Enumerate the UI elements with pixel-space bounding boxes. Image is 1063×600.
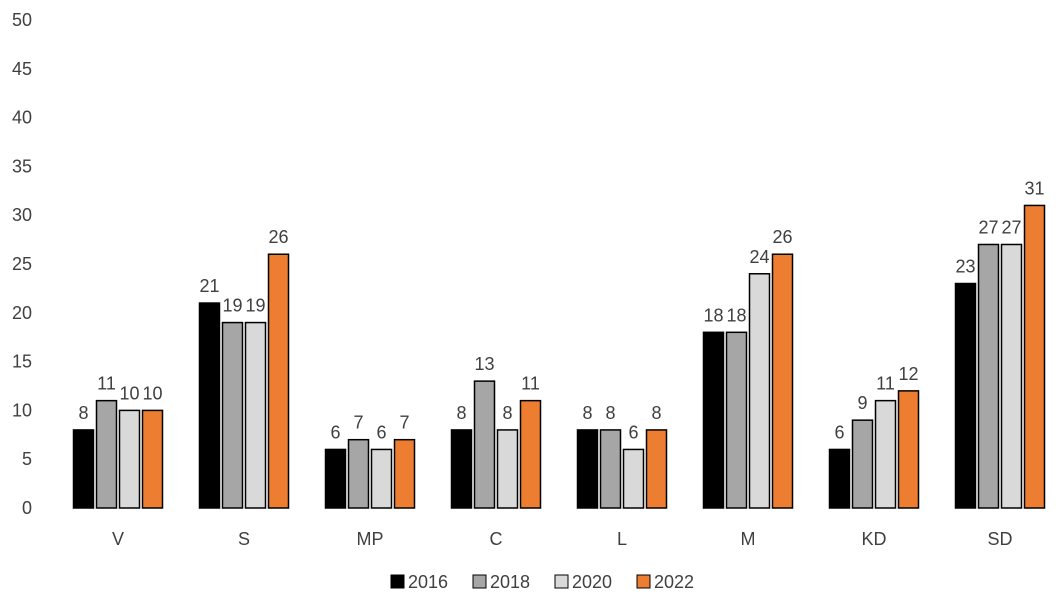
y-tick-label: 20 bbox=[12, 303, 32, 323]
data-label: 19 bbox=[245, 296, 265, 316]
bar-2018 bbox=[599, 429, 622, 509]
data-label: 26 bbox=[772, 227, 792, 247]
data-label: 27 bbox=[1001, 217, 1021, 237]
bar-2022 bbox=[141, 409, 164, 509]
data-label: 23 bbox=[955, 257, 975, 277]
data-label: 19 bbox=[222, 296, 242, 316]
y-tick-label: 40 bbox=[12, 108, 32, 128]
x-tick-label: V bbox=[112, 529, 124, 549]
bar-2020 bbox=[874, 399, 897, 509]
bar-2016 bbox=[450, 429, 473, 509]
bar-2016 bbox=[828, 448, 851, 509]
x-tick-label: L bbox=[617, 529, 627, 549]
bar-2020 bbox=[496, 429, 519, 509]
y-tick-label: 15 bbox=[12, 352, 32, 372]
bar-2016 bbox=[954, 282, 977, 509]
bar-2016 bbox=[702, 331, 725, 509]
data-label: 6 bbox=[834, 422, 844, 442]
bar-2022 bbox=[267, 253, 290, 509]
y-tick-label: 30 bbox=[12, 205, 32, 225]
x-axis: V S MP C L M KD SD bbox=[112, 529, 1013, 549]
bars bbox=[72, 204, 1046, 509]
data-label: 24 bbox=[749, 247, 769, 267]
data-label: 12 bbox=[898, 364, 918, 384]
bar-2022 bbox=[897, 390, 920, 509]
bar-2016 bbox=[576, 429, 599, 509]
data-label: 8 bbox=[651, 403, 661, 423]
y-tick-label: 0 bbox=[22, 498, 32, 518]
bar-2018 bbox=[977, 243, 1000, 509]
legend-swatch-2020 bbox=[554, 574, 569, 589]
bar-2022 bbox=[1023, 204, 1046, 509]
data-label: 13 bbox=[474, 354, 494, 374]
data-label: 8 bbox=[502, 403, 512, 423]
legend-swatch-2016 bbox=[390, 574, 405, 589]
legend: 2016 2018 2020 2022 bbox=[390, 572, 694, 592]
x-tick-label: S bbox=[238, 529, 250, 549]
y-tick-label: 35 bbox=[12, 156, 32, 176]
data-label: 27 bbox=[978, 217, 998, 237]
legend-label: 2018 bbox=[490, 572, 530, 592]
bar-2020 bbox=[622, 448, 645, 509]
bar-2020 bbox=[748, 273, 771, 509]
x-tick-label: M bbox=[741, 529, 756, 549]
bar-2018 bbox=[725, 331, 748, 509]
data-label: 6 bbox=[628, 422, 638, 442]
y-tick-label: 45 bbox=[12, 59, 32, 79]
bar-2016 bbox=[72, 429, 95, 509]
data-label: 11 bbox=[876, 374, 895, 394]
x-tick-label: SD bbox=[987, 529, 1012, 549]
data-label: 21 bbox=[199, 276, 219, 296]
bar-2020 bbox=[1000, 243, 1023, 509]
y-axis: 0 5 10 15 20 25 30 35 40 45 50 bbox=[12, 10, 32, 518]
data-label: 7 bbox=[399, 413, 409, 433]
bar-2022 bbox=[393, 438, 416, 509]
legend-swatch-2018 bbox=[472, 574, 487, 589]
data-label: 26 bbox=[268, 227, 288, 247]
bar-2016 bbox=[324, 448, 347, 509]
legend-label: 2016 bbox=[408, 572, 448, 592]
bar-2020 bbox=[118, 409, 141, 509]
y-tick-label: 5 bbox=[22, 449, 32, 469]
data-label: 31 bbox=[1024, 178, 1044, 198]
x-tick-label: C bbox=[490, 529, 503, 549]
data-label: 8 bbox=[582, 403, 592, 423]
data-label: 6 bbox=[376, 422, 386, 442]
data-label: 10 bbox=[142, 383, 162, 403]
data-label: 11 bbox=[521, 374, 540, 394]
legend-label: 2022 bbox=[654, 572, 694, 592]
legend-label: 2020 bbox=[572, 572, 612, 592]
data-label: 8 bbox=[456, 403, 466, 423]
bar-2018 bbox=[221, 321, 244, 509]
data-label: 8 bbox=[78, 403, 88, 423]
data-label: 10 bbox=[119, 383, 139, 403]
data-label: 6 bbox=[330, 422, 340, 442]
data-label: 18 bbox=[703, 305, 723, 325]
legend-swatch-2022 bbox=[636, 574, 651, 589]
bar-2022 bbox=[645, 429, 668, 509]
bar-2022 bbox=[519, 399, 542, 509]
data-label: 8 bbox=[605, 403, 615, 423]
bar-2022 bbox=[771, 253, 794, 509]
bar-2018 bbox=[347, 438, 370, 509]
x-tick-label: MP bbox=[357, 529, 384, 549]
data-label: 9 bbox=[857, 393, 867, 413]
bar-2018 bbox=[95, 399, 118, 509]
bar-2020 bbox=[244, 321, 267, 509]
y-tick-label: 50 bbox=[12, 10, 32, 30]
bar-2016 bbox=[198, 302, 221, 509]
data-label: 7 bbox=[353, 413, 363, 433]
y-tick-label: 10 bbox=[12, 400, 32, 420]
bar-2020 bbox=[370, 448, 393, 509]
data-label: 11 bbox=[97, 374, 116, 394]
bar-2018 bbox=[473, 380, 496, 509]
x-tick-label: KD bbox=[861, 529, 886, 549]
bar-2018 bbox=[851, 419, 874, 509]
data-label: 18 bbox=[726, 305, 746, 325]
y-tick-label: 25 bbox=[12, 254, 32, 274]
